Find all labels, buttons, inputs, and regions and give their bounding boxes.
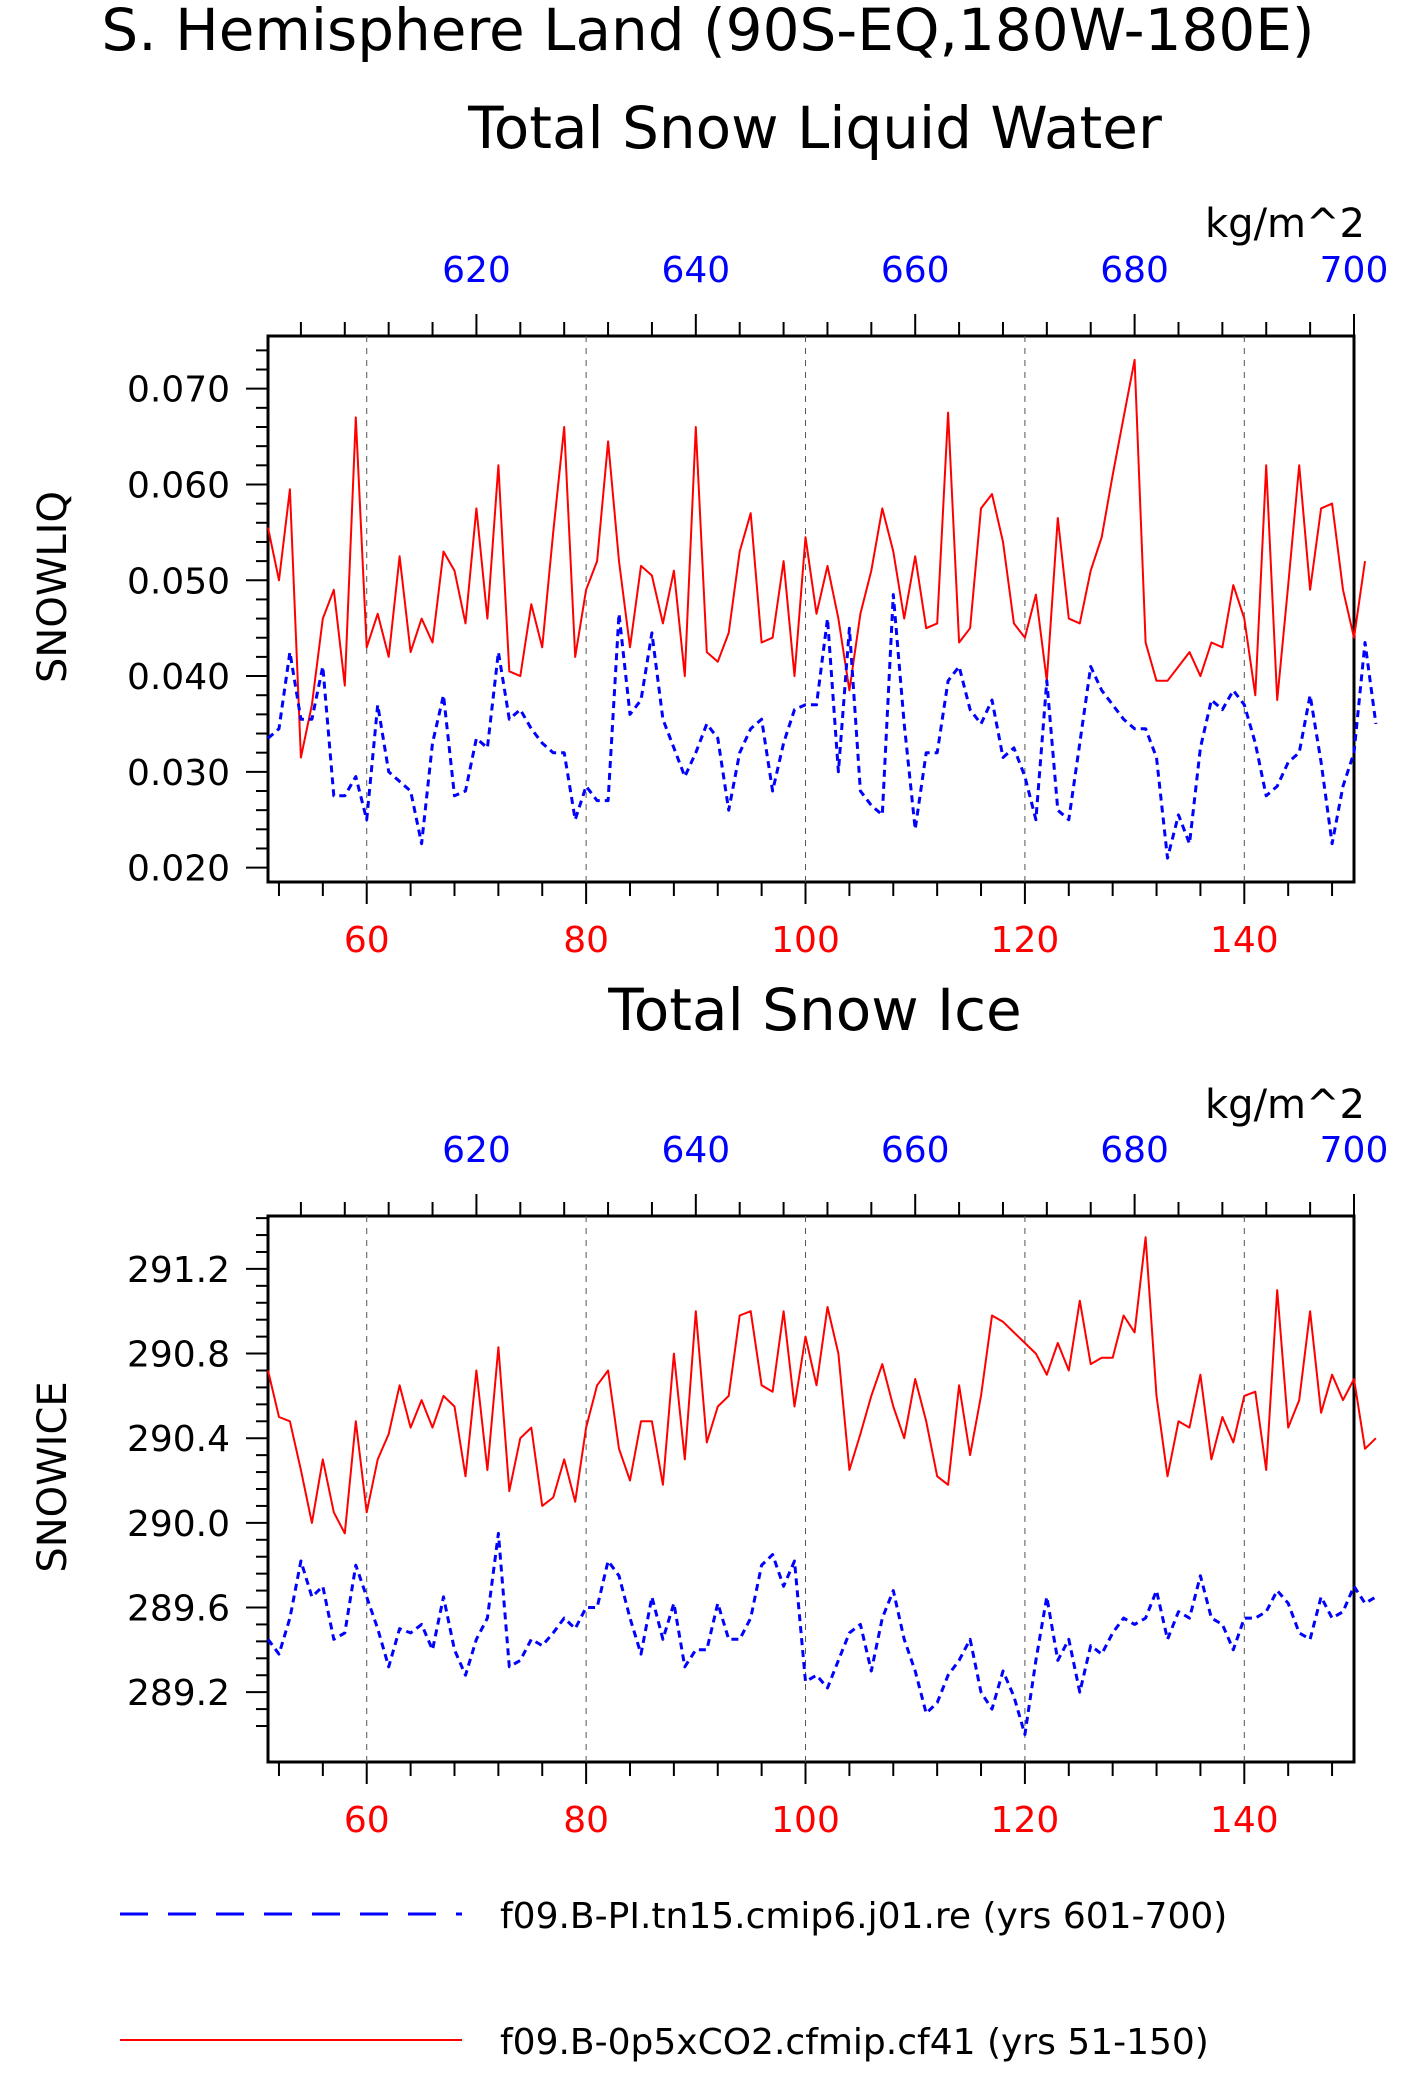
x-tick-label-bottom: 60 [344, 1800, 390, 1841]
x-tick-label-top: 660 [881, 250, 950, 291]
x-tick-label-top: 660 [881, 1130, 950, 1171]
grid-lines [366, 336, 1245, 882]
axis-ticks: 60 80 100 120 140 620 640 660 680 700 289.2 289.6 29… [127, 1130, 1388, 1841]
x-tick-label-top: 640 [661, 250, 730, 291]
y-tick-label: 0.030 [127, 753, 230, 794]
series-line-pi [267, 593, 1378, 860]
axis-ticks: 60 80 100 120 140 620 640 660 680 700 0.020 0.030 0.… [127, 250, 1388, 961]
y-tick-label: 291.2 [127, 1250, 230, 1291]
x-tick-label-top: 620 [442, 1130, 511, 1171]
x-tick-label-bottom: 60 [344, 920, 390, 961]
series-line-cfmip [267, 1236, 1377, 1535]
x-tick-label-top: 680 [1100, 250, 1169, 291]
x-tick-label-top: 700 [1320, 250, 1389, 291]
panel-snowice: Total Snow Ice kg/m^2 SNOWICE 60 80 100 120… [30, 976, 1388, 1841]
series-lines [267, 358, 1378, 860]
series-line-pi [266, 1531, 1377, 1736]
units-label: kg/m^2 [1205, 201, 1365, 247]
y-tick-label: 0.050 [127, 561, 230, 602]
legend: f09.B-PI.tn15.cmip6.j01.re (yrs 601-700)… [120, 1896, 1227, 2063]
y-tick-label: 0.020 [127, 849, 230, 890]
y-axis-label: SNOWLIQ [30, 491, 76, 683]
x-tick-label-bottom: 80 [563, 920, 609, 961]
x-tick-label-bottom: 100 [771, 1800, 840, 1841]
y-axis-label: SNOWICE [30, 1381, 76, 1572]
y-tick-label: 290.8 [127, 1335, 230, 1376]
panel-title: Total Snow Ice [607, 976, 1022, 1044]
legend-label: f09.B-PI.tn15.cmip6.j01.re (yrs 601-700) [500, 1896, 1227, 1937]
units-label: kg/m^2 [1205, 1082, 1365, 1128]
series-line-cfmip [267, 358, 1366, 759]
y-tick-label: 0.070 [127, 370, 230, 411]
x-tick-label-bottom: 120 [991, 1800, 1060, 1841]
x-tick-label-bottom: 140 [1210, 920, 1279, 961]
y-tick-label: 289.6 [127, 1589, 230, 1630]
x-tick-label-bottom: 140 [1210, 1800, 1279, 1841]
plot-frame [266, 334, 1356, 884]
legend-label: f09.B-0p5xCO2.cfmip.cf41 (yrs 51-150) [500, 2022, 1209, 2063]
x-tick-label-top: 640 [661, 1130, 730, 1171]
panel-snowliq: Total Snow Liquid Water kg/m^2 SNOWLIQ 6… [30, 94, 1388, 961]
x-tick-label-top: 620 [442, 250, 511, 291]
series-lines [266, 1236, 1377, 1736]
y-tick-label: 0.040 [127, 657, 230, 698]
y-tick-label: 290.4 [127, 1419, 230, 1460]
x-tick-label-top: 700 [1320, 1130, 1389, 1171]
x-tick-label-bottom: 100 [771, 920, 840, 961]
figure-title: S. Hemisphere Land (90S-EQ,180W-180E) [101, 0, 1314, 64]
y-tick-label: 289.2 [127, 1673, 230, 1714]
x-tick-label-top: 680 [1100, 1130, 1169, 1171]
panel-title: Total Snow Liquid Water [467, 94, 1162, 162]
y-tick-label: 0.060 [127, 465, 230, 506]
x-tick-label-bottom: 120 [991, 920, 1060, 961]
x-tick-label-bottom: 80 [563, 1800, 609, 1841]
y-tick-label: 290.0 [127, 1504, 230, 1545]
